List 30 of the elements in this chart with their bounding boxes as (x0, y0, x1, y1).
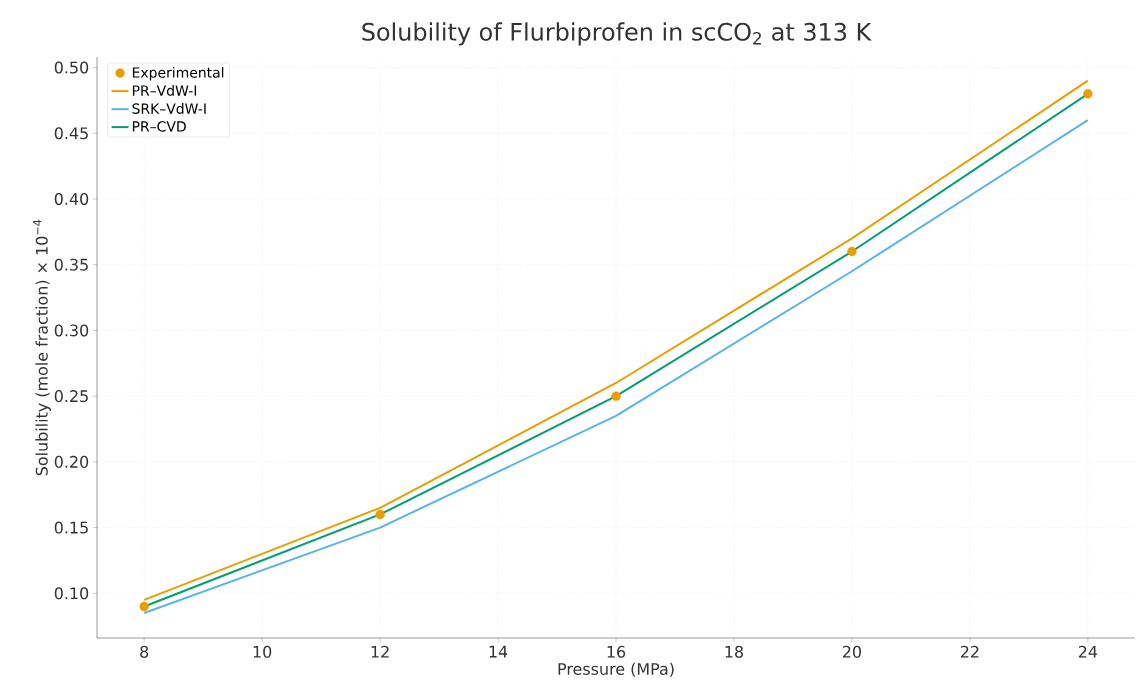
x-axis-title: Pressure (MPa) (558, 662, 674, 677)
x-tick-label: 22 (960, 645, 979, 658)
y-tick-label: 0.35 (54, 258, 88, 271)
point (375, 509, 385, 520)
x-tick-label: 10 (253, 645, 272, 658)
legend-label: Experimental (132, 66, 224, 81)
y-tick-label: 0.30 (54, 324, 89, 337)
point (847, 246, 857, 257)
x-tick-label: 18 (725, 645, 744, 658)
y-tick-label: 0.25 (54, 390, 88, 403)
y-tick-label: 0.50 (54, 61, 89, 74)
x-tick-label: 12 (371, 645, 389, 658)
x-tick-label: 8 (140, 645, 149, 658)
y-tick-label: 0.10 (54, 587, 89, 600)
legend-label: SRK–VdW-I (132, 103, 206, 114)
point (139, 601, 149, 612)
y-tick-label: 0.15 (54, 521, 88, 534)
x-tick-label: 16 (607, 645, 626, 658)
chart-title: Solubility of Flurbiprofen in scCO$_{2}$ at 313 K (362, 22, 872, 46)
y-tick-label: 0.20 (54, 455, 89, 468)
legend-label: PR–VdW-I (132, 85, 197, 96)
y-tick-label: 0.45 (54, 127, 88, 140)
x-tick-label: 14 (489, 645, 508, 658)
x-tick-label: 24 (1078, 645, 1098, 658)
y-axis-title: Solubility (mole fraction) × 10$^{−4}$ (33, 219, 51, 476)
legend-label: PR–CVD (132, 121, 186, 132)
point (611, 391, 621, 401)
y-tick-label: 0.40 (54, 192, 89, 205)
x-tick-label: 20 (842, 645, 862, 658)
point (1083, 89, 1093, 99)
